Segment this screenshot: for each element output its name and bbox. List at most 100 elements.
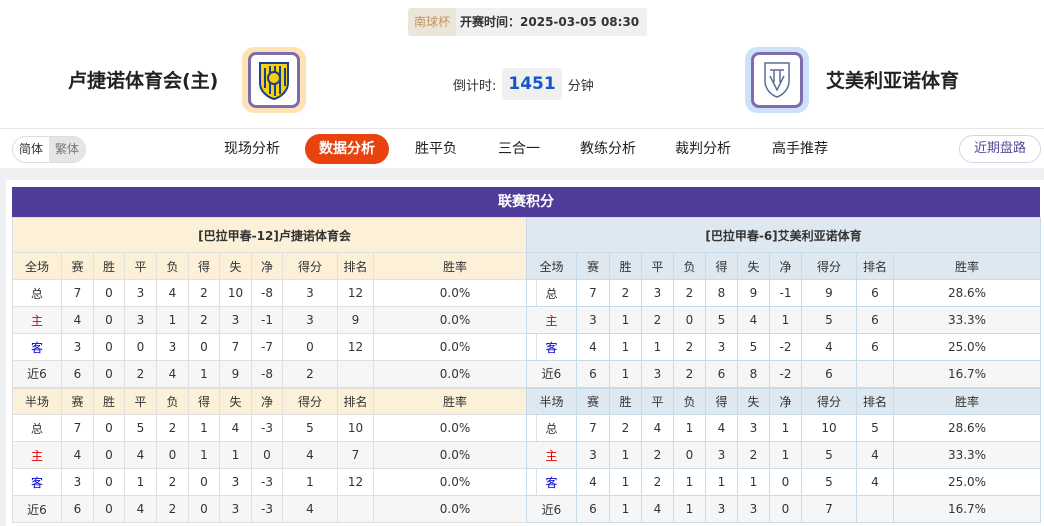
- tab-referee-analysis[interactable]: 裁判分析: [675, 141, 731, 157]
- table-cell: 4: [705, 414, 738, 442]
- column-header: 排名: [337, 252, 374, 280]
- table-cell: 1: [609, 441, 642, 469]
- table-cell: 5: [801, 468, 857, 496]
- row-label: 客: [12, 333, 62, 361]
- home-crest-icon: [259, 62, 289, 100]
- table-cell: 2: [673, 279, 706, 307]
- table-row: 主 4 0 4 0 1 1 0 4 7 0.0%: [12, 441, 537, 469]
- countdown-label: 倒计时:: [453, 78, 497, 94]
- tab-expert-picks[interactable]: 高手推荐: [772, 141, 828, 157]
- row-label: 主: [526, 306, 577, 334]
- table-row: 客 4 1 1 2 3 5 -2 4 6 25.0%: [526, 333, 1042, 361]
- table-cell: -2: [769, 333, 802, 361]
- column-header: 净: [769, 252, 802, 280]
- table-cell: -8: [251, 279, 283, 307]
- table-cell: -3: [251, 468, 283, 496]
- header-row: 半场赛胜平负得失净得分 排名 胜率: [526, 386, 1042, 415]
- language-toggle[interactable]: 简体 繁体: [12, 136, 87, 163]
- column-header: 胜率: [892, 252, 1042, 280]
- competition-badge[interactable]: 南球杯: [408, 8, 457, 36]
- table-cell: 0: [282, 333, 338, 361]
- tab-live-analysis[interactable]: 现场分析: [224, 141, 280, 157]
- table-cell: 33.3%: [892, 441, 1042, 469]
- table-cell: 1: [188, 441, 220, 469]
- table-cell: 8: [705, 279, 738, 307]
- nav-bar: 简体 繁体 现场分析 数据分析 胜平负 三合一 教练分析 裁判分析 高手推荐 近…: [0, 128, 1044, 168]
- team-caption: [巴拉甲春-6]艾美利亚诺体育: [525, 217, 1042, 253]
- table-cell: 3: [219, 306, 252, 334]
- away-standings-table: [巴拉甲春-6]艾美利亚诺体育 全场赛胜平负得失净得分 排名 胜率总 7 2 3 2 8 9 -1 9…: [525, 217, 1042, 523]
- tab-wdl[interactable]: 胜平负: [415, 141, 457, 157]
- home-team-name[interactable]: 卢捷诺体育会(主): [68, 70, 219, 92]
- column-header: 得: [188, 386, 220, 415]
- table-cell: 7: [576, 279, 610, 307]
- table-cell: 2: [156, 468, 189, 496]
- table-cell: 5: [801, 441, 857, 469]
- table-row: 近6 6 1 3 2 6 8 -2 6 16.7%: [526, 360, 1042, 388]
- table-cell: 1: [609, 333, 642, 361]
- table-cell: 1: [219, 441, 252, 469]
- table-cell: 1: [188, 360, 220, 388]
- column-header: 失: [737, 386, 770, 415]
- lang-simplified[interactable]: 简体: [19, 142, 44, 156]
- table-cell: 1: [673, 495, 706, 523]
- away-team-name[interactable]: 艾美利亚诺体育: [826, 70, 960, 92]
- table-cell: 1: [609, 468, 642, 496]
- table-cell: 2: [641, 441, 674, 469]
- recent-odds-button[interactable]: 近期盘路: [959, 135, 1041, 163]
- column-header: 失: [737, 252, 770, 280]
- table-cell: -8: [251, 360, 283, 388]
- table-cell: 3: [576, 306, 610, 334]
- table-cell: 6: [801, 360, 857, 388]
- table-cell: 3: [219, 495, 252, 523]
- column-header: 胜率: [373, 386, 537, 415]
- column-header: 全场: [12, 252, 62, 280]
- column-header: 赛: [61, 252, 94, 280]
- countdown-value: 1451: [502, 68, 562, 100]
- table-cell: 16.7%: [892, 495, 1042, 523]
- table-cell: 0.0%: [373, 441, 537, 469]
- column-header: 赛: [576, 252, 610, 280]
- lang-traditional[interactable]: 繁体: [49, 137, 86, 162]
- row-label: 近6: [526, 495, 577, 523]
- table-cell: 4: [576, 333, 610, 361]
- table-cell: 2: [641, 306, 674, 334]
- table-cell: 2: [156, 414, 189, 442]
- row-label: 总: [12, 414, 62, 442]
- column-header: 半场: [526, 386, 577, 415]
- table-cell: -7: [251, 333, 283, 361]
- table-cell: 3: [705, 495, 738, 523]
- table-cell: 4: [856, 441, 894, 469]
- table-row: 总 7 2 4 1 4 3 1 10 5 28.6%: [526, 414, 1042, 442]
- column-header: 排名: [856, 252, 894, 280]
- table-cell: 0.0%: [373, 414, 537, 442]
- table-cell: 4: [124, 441, 157, 469]
- row-label: 主: [12, 306, 62, 334]
- table-cell: -1: [769, 279, 802, 307]
- table-cell: 2: [673, 360, 706, 388]
- tab-three-in-one[interactable]: 三合一: [498, 141, 540, 157]
- row-label: 近6: [526, 360, 577, 388]
- table-cell: [337, 360, 374, 388]
- table-cell: 1: [641, 333, 674, 361]
- table-cell: 0: [93, 360, 125, 388]
- table-cell: 0: [251, 441, 283, 469]
- table-cell: 1: [609, 360, 642, 388]
- column-header: 得: [188, 252, 220, 280]
- table-cell: 0: [93, 468, 125, 496]
- table-cell: [856, 360, 894, 388]
- table-cell: 7: [337, 441, 374, 469]
- column-header: 赛: [61, 386, 94, 415]
- table-cell: -2: [769, 360, 802, 388]
- tab-data-analysis[interactable]: 数据分析: [305, 134, 389, 164]
- row-label: 主: [526, 441, 577, 469]
- column-header: 赛: [576, 386, 610, 415]
- home-team-logo[interactable]: [242, 47, 306, 113]
- table-row: 客 3 0 1 2 0 3 -3 1 12 0.0%: [12, 468, 537, 496]
- table-cell: 10: [801, 414, 857, 442]
- away-team-logo[interactable]: [745, 47, 809, 113]
- table-cell: 6: [856, 306, 894, 334]
- tab-coach-analysis[interactable]: 教练分析: [580, 141, 636, 157]
- table-cell: 0: [769, 495, 802, 523]
- table-cell: 4: [156, 279, 189, 307]
